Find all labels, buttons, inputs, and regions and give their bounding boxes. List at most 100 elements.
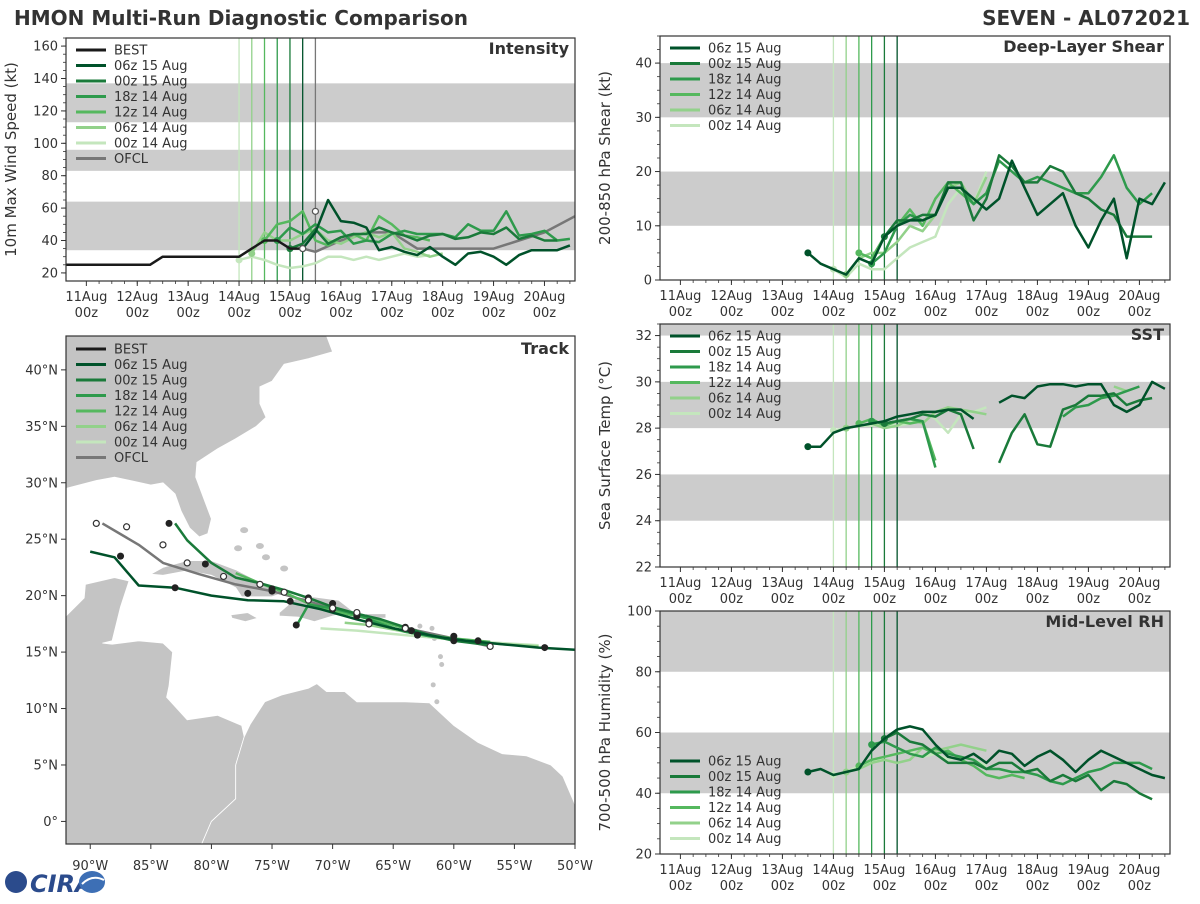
shear-xtick-hour: 00z (1128, 305, 1152, 320)
legend-label-06z-14-aug: 06z 14 Aug (114, 420, 188, 435)
track-ofcl-point-3 (353, 608, 361, 617)
rh-xtick-day: 11Aug (659, 863, 701, 878)
track-ytick-label: 0° (43, 815, 58, 830)
rh-xtick-hour: 00z (720, 879, 744, 894)
track-xtick-label: 50°W (557, 859, 593, 874)
sst-ylabel: Sea Surface Temp (°C) (596, 361, 614, 530)
intensity-series-06z-14-aug (250, 227, 444, 258)
sst-xtick-day: 19Aug (1067, 576, 1109, 591)
track-ytick-label: 15°N (25, 646, 58, 661)
sst-xtick-hour: 00z (1026, 592, 1050, 607)
shear-xtick-day: 14Aug (812, 289, 854, 304)
intensity-ytick-label: 100 (33, 137, 58, 152)
intensity-xtick-hour: 00z (533, 306, 557, 321)
legend-label-12z-14-aug: 12z 14 Aug (114, 405, 188, 420)
track-point-06z-15-aug-0 (541, 644, 549, 652)
shear-ytick-label: 40 (635, 57, 652, 72)
intensity-xtick-day: 13Aug (167, 290, 209, 305)
shear-plot-area (660, 36, 1170, 280)
shear-xtick-day: 11Aug (659, 289, 701, 304)
shear-panel: 01020304011Aug00z12Aug00z13Aug00z14Aug00… (596, 35, 1171, 320)
rh-xtick-hour: 00z (1077, 879, 1101, 894)
track-line-06z-15-aug (89, 550, 575, 652)
rh-ytick-label: 20 (635, 848, 652, 863)
shear-xtick-hour: 00z (1026, 305, 1050, 320)
sst-band-2 (660, 324, 1170, 336)
storm-id: SEVEN - AL072021 (982, 6, 1190, 30)
shear-xtick-day: 16Aug (914, 289, 956, 304)
sst-title: SST (1131, 325, 1164, 344)
sst-xtick-hour: 00z (822, 592, 846, 607)
track-xtick-label: 55°W (496, 859, 532, 874)
intensity-title: Intensity (489, 39, 570, 58)
rh-xtick-hour: 00z (873, 879, 897, 894)
sst-xtick-hour: 00z (1128, 592, 1152, 607)
sst-xtick-day: 12Aug (710, 576, 752, 591)
sst-series-00z-15-aug (884, 392, 1153, 464)
sst-ytick-label: 30 (635, 375, 652, 390)
track-ofcl-point-1 (401, 624, 409, 632)
legend-label-18z-14-aug: 18z 14 Aug (708, 361, 782, 376)
intensity-plot-area (66, 38, 575, 281)
intensity-series-00z-14-aug (238, 252, 431, 270)
sst-xtick-hour: 00z (720, 592, 744, 607)
shear-band-1 (660, 63, 1170, 118)
legend-label-06z-14-aug: 06z 14 Aug (114, 121, 188, 136)
intensity-xtick-hour: 00z (227, 306, 251, 321)
track-ytick-label: 40°N (25, 363, 58, 378)
track-xtick-label: 80°W (193, 859, 229, 874)
track-ytick-label: 35°N (25, 420, 58, 435)
land-bahamas-3 (261, 554, 270, 561)
shear-xtick-day: 17Aug (965, 289, 1007, 304)
rh-ytick-label: 40 (635, 787, 652, 802)
intensity-series-00z-15-aug (289, 226, 558, 250)
shear-ytick-label: 20 (635, 165, 652, 180)
shear-ylabel: 200-850 hPa Shear (kt) (596, 71, 614, 245)
track-ofcl-point-11 (122, 523, 131, 531)
legend-label-00z-14-aug: 00z 14 Aug (708, 832, 782, 847)
track-point-12z-14-aug-2 (268, 587, 276, 595)
track-xtick-label: 60°W (436, 859, 472, 874)
track-xtick-label: 85°W (133, 859, 169, 874)
track-ofcl-point-2 (365, 620, 373, 628)
legend-label-06z-14-aug: 06z 14 Aug (708, 104, 782, 119)
rh-xtick-hour: 00z (822, 879, 846, 894)
intensity-ytick-label: 60 (41, 202, 58, 217)
legend-label-18z-14-aug: 18z 14 Aug (708, 786, 782, 801)
shear-xtick-hour: 00z (1077, 305, 1101, 320)
rh-ytick-label: 60 (635, 726, 652, 741)
shear-xtick-day: 19Aug (1067, 289, 1109, 304)
track-ofcl-point-8 (219, 572, 228, 581)
sst-ytick-label: 26 (635, 468, 652, 483)
intensity-xtick-day: 16Aug (320, 290, 362, 305)
intensity-init-point-00z-14-aug (235, 256, 243, 264)
intensity-xtick-hour: 00z (126, 306, 150, 321)
track-point-18z-14-aug-3 (292, 621, 300, 629)
shear-ytick-label: 0 (644, 274, 652, 289)
sst-plot-area (660, 324, 1170, 567)
track-point-18z-14-aug-0 (413, 631, 421, 639)
sst-xtick-day: 17Aug (965, 576, 1007, 591)
shear-xtick-hour: 00z (873, 305, 897, 320)
sst-band-0 (660, 474, 1170, 521)
intensity-series-18z-14-aug (276, 210, 571, 245)
legend-label-00z-14-aug: 00z 14 Aug (114, 436, 188, 451)
legend-label-06z-15-aug: 06z 15 Aug (114, 59, 188, 74)
shear-series-06z-15-aug (807, 159, 1166, 276)
intensity-xtick-day: 14Aug (218, 290, 260, 305)
sst-xtick-day: 20Aug (1118, 576, 1160, 591)
rh-xtick-day: 17Aug (965, 863, 1007, 878)
land-bahamas-1 (240, 527, 249, 534)
intensity-ofcl-point-1 (311, 207, 320, 215)
track-point-12z-14-aug-0 (474, 637, 482, 645)
intensity-ytick-label: 40 (41, 234, 58, 249)
legend-label-06z-14-aug: 06z 14 Aug (708, 817, 782, 832)
legend-label-06z-14-aug: 06z 14 Aug (708, 392, 782, 407)
legend-label-best: BEST (114, 343, 147, 358)
legend-label-00z-14-aug: 00z 14 Aug (708, 407, 782, 422)
shear-xtick-hour: 00z (822, 305, 846, 320)
sst-series-06z-15-aug (807, 380, 1166, 448)
legend-label-00z-14-aug: 00z 14 Aug (114, 137, 188, 152)
rh-ylabel: 700-500 hPa Humidity (%) (596, 633, 614, 831)
figure-title: HMON Multi-Run Diagnostic Comparison (14, 6, 468, 30)
